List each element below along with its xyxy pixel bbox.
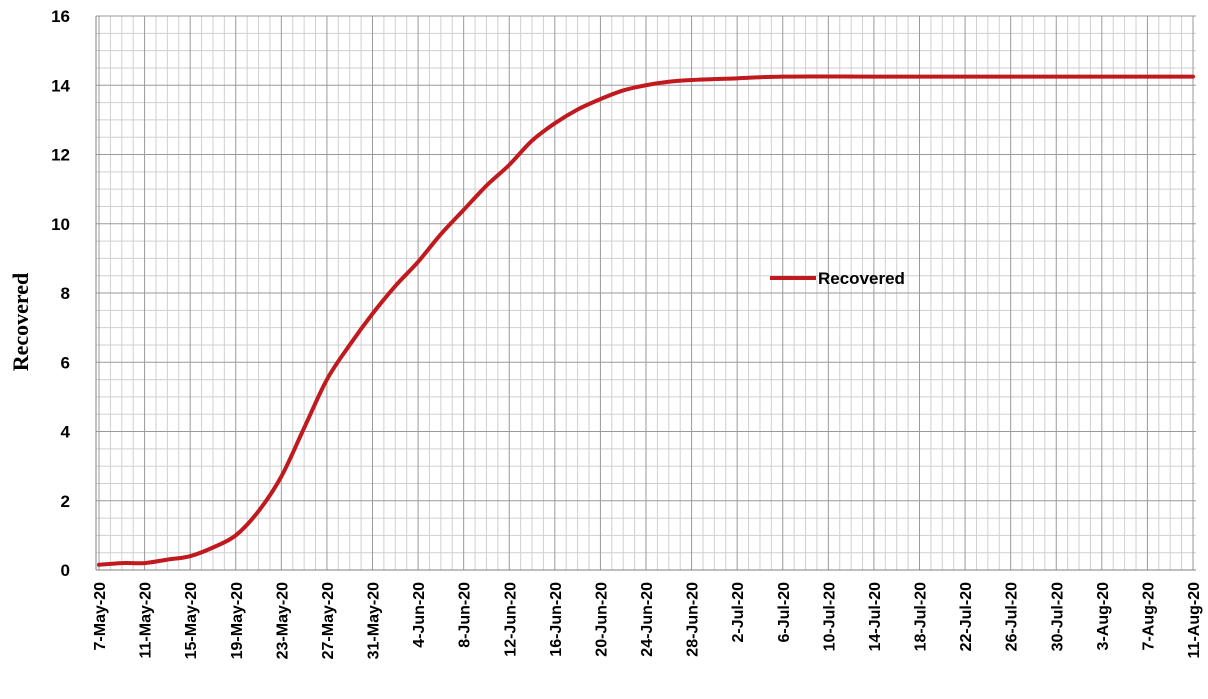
x-tick-label: 24-Jun-20 [639, 582, 656, 657]
y-tick-label: 8 [61, 284, 70, 303]
y-tick-label: 2 [61, 492, 70, 511]
x-tick-label: 10-Jul-20 [821, 582, 838, 651]
x-tick-label: 12-Jun-20 [502, 582, 519, 657]
x-tick-label: 3-Aug-20 [1095, 582, 1112, 651]
y-tick-label: 10 [51, 215, 70, 234]
y-tick-label: 14 [51, 76, 70, 95]
y-tick-label: 6 [61, 353, 70, 372]
x-tick-label: 11-Aug-20 [1186, 582, 1203, 659]
x-tick-label: 11-May-20 [138, 582, 155, 659]
x-tick-label: 22-Jul-20 [958, 582, 975, 651]
x-tick-label: 28-Jun-20 [685, 582, 702, 657]
legend: Recovered [770, 269, 905, 288]
x-tick-label: 8-Jun-20 [457, 582, 474, 648]
x-tick-label: 31-May-20 [366, 582, 383, 659]
x-tick-label: 4-Jun-20 [411, 582, 428, 648]
y-tick-label: 4 [61, 423, 71, 442]
x-tick-label: 2-Jul-20 [730, 582, 747, 643]
x-tick-label: 14-Jul-20 [867, 582, 884, 651]
x-tick-label: 19-May-20 [229, 582, 246, 659]
x-tick-label: 26-Jul-20 [1004, 582, 1021, 651]
x-tick-label: 7-Aug-20 [1140, 582, 1157, 651]
x-tick-label: 6-Jul-20 [776, 582, 793, 643]
x-tick-label: 16-Jun-20 [548, 582, 565, 657]
x-tick-label: 27-May-20 [320, 582, 337, 659]
y-tick-label: 12 [51, 146, 70, 165]
x-tick-label: 7-May-20 [92, 582, 109, 651]
x-tick-label: 18-Jul-20 [913, 582, 930, 651]
y-tick-label: 16 [51, 7, 70, 26]
x-tick-label: 23-May-20 [274, 582, 291, 659]
y-axis-label: Recovered [8, 273, 33, 372]
series-line-recovered [97, 74, 1195, 567]
x-tick-label: 20-Jun-20 [593, 582, 610, 657]
legend-label-recovered: Recovered [818, 269, 905, 288]
x-tick-label: 15-May-20 [183, 582, 200, 659]
y-tick-label: 0 [61, 561, 70, 580]
x-tick-labels: 7-May-20 11-May-20 15-May-20 19-May-20 23-Ma… [92, 582, 1203, 659]
x-tick-label: 30-Jul-20 [1049, 582, 1066, 651]
y-tick-labels: 0 2 4 6 8 10 12 14 16 [51, 7, 70, 580]
